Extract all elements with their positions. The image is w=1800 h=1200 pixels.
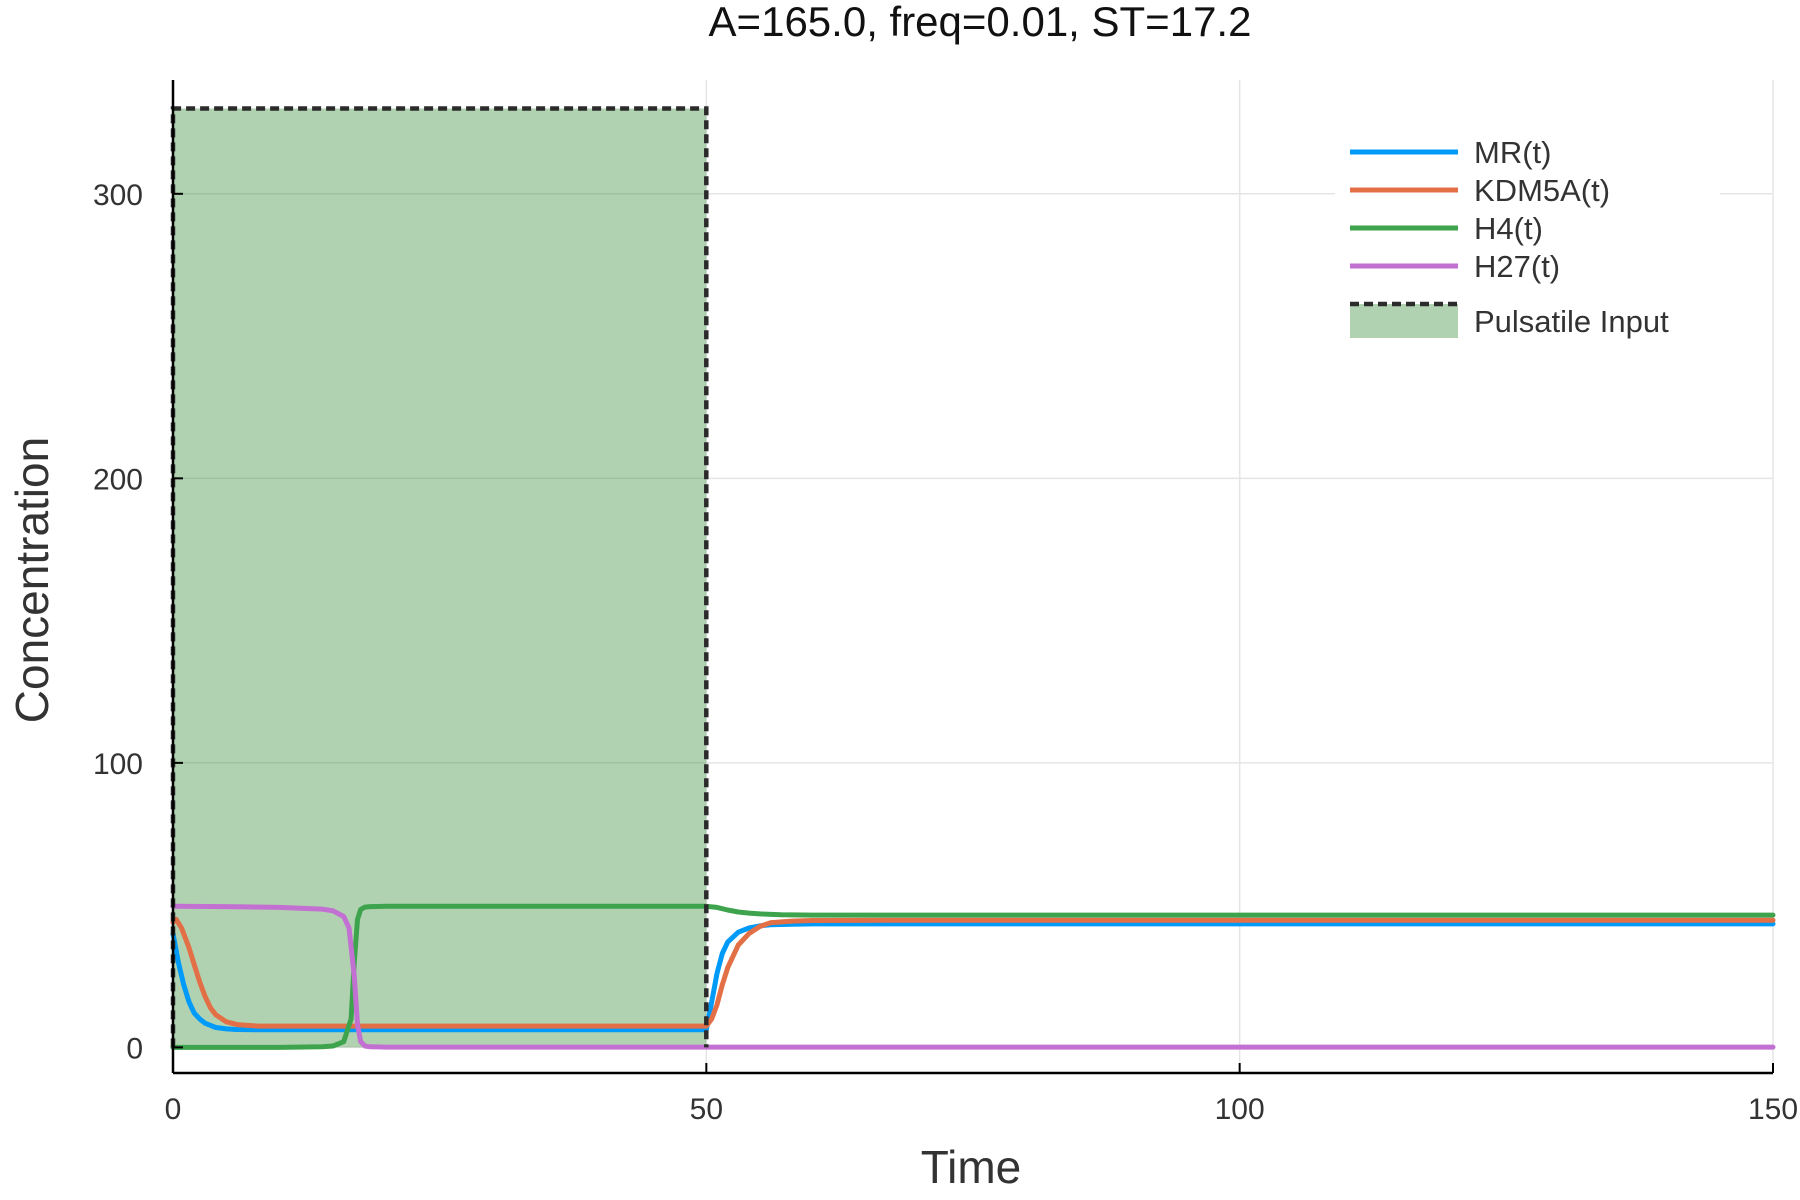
series-line-h4-t <box>170 903 1776 1050</box>
x-axis-label: Time <box>921 1141 1022 1193</box>
y-tick-label: 0 <box>126 1032 143 1065</box>
legend-label: MR(t) <box>1474 135 1551 170</box>
x-tick-label: 150 <box>1748 1093 1798 1126</box>
legend-label: KDM5A(t) <box>1474 173 1610 208</box>
legend: MR(t)KDM5A(t)H4(t)H27(t) Pulsatile Input <box>1335 132 1720 339</box>
legend-label: H4(t) <box>1474 211 1543 246</box>
series-line-kdm5a-t <box>170 916 1776 1029</box>
y-tick-label: 200 <box>93 463 143 496</box>
chart-title: A=165.0, freq=0.01, ST=17.2 <box>709 0 1252 45</box>
axes <box>171 80 1774 1075</box>
y-tick-label: 300 <box>93 179 143 212</box>
pulsatile-input-layer <box>173 108 707 1048</box>
legend-label: Pulsatile Input <box>1474 304 1669 339</box>
y-tick-label: 100 <box>93 748 143 781</box>
series-line-h27-t <box>170 903 1776 1050</box>
x-tick-label: 0 <box>165 1093 182 1126</box>
series-line-mr-t <box>170 921 1776 1033</box>
legend-swatch-fill <box>1350 304 1458 338</box>
tick-labels: 0 50 100 150 0 100 200 300 <box>93 179 1798 1126</box>
series-layer <box>170 903 1776 1050</box>
y-axis-label: Concentration <box>6 437 58 723</box>
x-tick-label: 100 <box>1215 1093 1265 1126</box>
pulsatile-input-area <box>173 108 707 1048</box>
x-tick-label: 50 <box>690 1093 723 1126</box>
legend-label: H27(t) <box>1474 249 1560 284</box>
